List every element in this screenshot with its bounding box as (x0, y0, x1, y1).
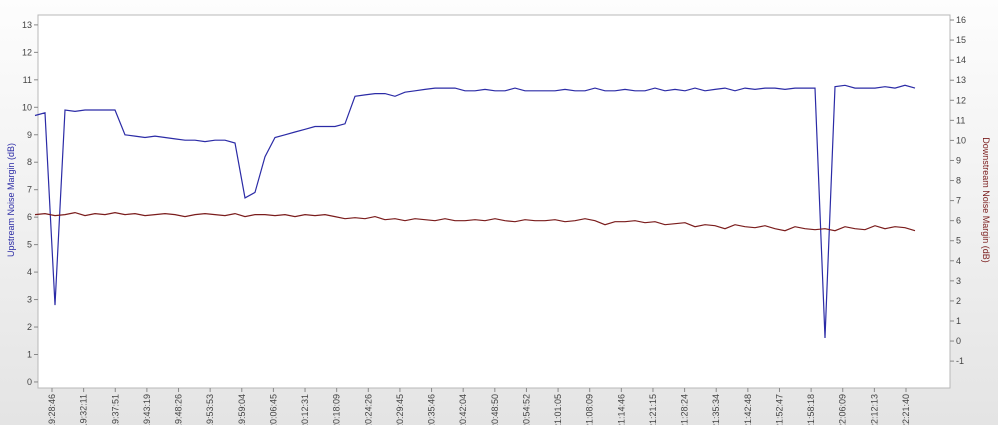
x-tick-label: 21:14:46 (616, 394, 626, 425)
y-tick-label: 8 (27, 157, 32, 167)
y2-tick-label: 7 (956, 196, 961, 206)
y-tick-label: 13 (22, 20, 32, 30)
series-line (34, 211, 916, 232)
y-tick-label: 12 (22, 47, 32, 57)
y-tick-label: 11 (23, 75, 32, 85)
x-tick-label: 19:32:11 (79, 394, 89, 425)
x-tick-label: 22:12:13 (869, 394, 879, 425)
x-tick-label: 20:06:45 (268, 394, 278, 425)
x-tick-label: 22:21:40 (901, 394, 911, 425)
x-tick-label: 19:59:04 (237, 394, 247, 425)
series-line (34, 84, 916, 339)
y2-tick-label: 5 (956, 236, 961, 246)
y2-tick-label: 10 (956, 135, 966, 145)
y-tick-label: 7 (27, 185, 32, 195)
x-tick-label: 21:01:05 (553, 394, 563, 425)
y-tick-label: 5 (27, 240, 32, 250)
x-tick-label: 21:52:47 (774, 394, 784, 425)
y-tick-label: 9 (27, 130, 32, 140)
y-tick-label: 3 (27, 295, 32, 305)
x-tick-label: 21:42:48 (743, 394, 753, 425)
plot-area (37, 14, 951, 389)
y2-tick-label: 14 (956, 55, 966, 65)
y2-tick-label: 1 (956, 316, 961, 326)
y2-tick-label: 9 (956, 155, 961, 165)
x-tick-label: 20:12:31 (300, 394, 310, 425)
y-tick-label: 2 (27, 322, 32, 332)
x-tick-label: 21:58:18 (806, 394, 816, 425)
x-tick-label: 19:53:53 (205, 394, 215, 425)
x-tick-label: 20:18:09 (332, 394, 342, 425)
x-tick-label: 20:42:04 (458, 394, 468, 425)
x-tick-label: 21:28:24 (680, 394, 690, 425)
y2-tick-label: 16 (956, 15, 966, 25)
x-tick-label: 19:37:51 (110, 394, 120, 425)
y2-tick-label: 12 (956, 95, 966, 105)
y-tick-label: 10 (22, 102, 32, 112)
x-tick-label: 20:29:45 (395, 394, 405, 425)
y2-axis-title: Downstream Noise Margin (dB) (981, 137, 991, 263)
x-tick-label: 20:35:46 (427, 394, 437, 425)
y2-tick-label: 8 (956, 176, 961, 186)
x-tick-label: 19:43:19 (142, 394, 152, 425)
y-tick-label: 6 (27, 212, 32, 222)
y2-tick-label: -1 (956, 356, 964, 366)
y2-tick-label: 2 (956, 296, 961, 306)
y-axis-title: Upstream Noise Margin (dB) (6, 143, 16, 257)
y2-tick-label: 11 (956, 115, 965, 125)
x-tick-label: 20:48:50 (490, 394, 500, 425)
y2-tick-label: 6 (956, 216, 961, 226)
x-tick-label: 21:21:15 (648, 394, 658, 425)
y2-tick-label: 15 (956, 35, 966, 45)
y2-tick-label: 4 (956, 256, 961, 266)
y2-tick-label: 3 (956, 276, 961, 286)
y2-tick-label: 13 (956, 75, 966, 85)
y-tick-label: 1 (27, 349, 32, 359)
y-tick-label: 4 (27, 267, 32, 277)
x-tick-label: 20:54:52 (521, 394, 531, 425)
x-tick-label: 20:24:26 (363, 394, 373, 425)
x-tick-label: 19:48:26 (174, 394, 184, 425)
y-tick-label: 0 (27, 377, 32, 387)
y2-tick-label: 0 (956, 336, 961, 346)
x-tick-label: 21:35:34 (711, 394, 721, 425)
x-tick-label: 22:06:09 (838, 394, 848, 425)
x-tick-label: 21:08:09 (585, 394, 595, 425)
x-tick-label: 19:28:46 (47, 394, 57, 425)
